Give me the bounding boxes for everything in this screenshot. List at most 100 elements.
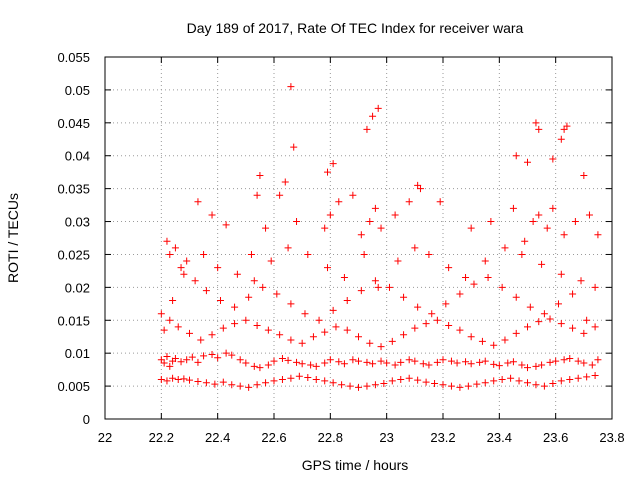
data-point xyxy=(293,358,301,366)
data-point xyxy=(439,381,447,389)
data-point xyxy=(321,328,329,336)
data-point xyxy=(253,322,261,330)
data-point xyxy=(284,356,292,364)
data-point xyxy=(360,250,368,258)
data-point xyxy=(287,83,295,91)
data-point xyxy=(160,359,168,367)
data-point xyxy=(180,270,188,278)
data-point xyxy=(425,361,433,369)
data-point xyxy=(369,360,377,368)
data-point xyxy=(594,231,602,239)
y-tick-label: 0.005 xyxy=(57,379,90,394)
data-point xyxy=(405,374,413,382)
data-point xyxy=(433,316,441,324)
data-point xyxy=(366,218,374,226)
data-point xyxy=(194,377,202,385)
data-point xyxy=(357,231,365,239)
data-point xyxy=(233,270,241,278)
data-point xyxy=(445,264,453,272)
data-point xyxy=(456,290,464,298)
data-point xyxy=(447,357,455,365)
data-point xyxy=(591,323,599,331)
data-point xyxy=(512,152,520,160)
data-point xyxy=(566,354,574,362)
data-point xyxy=(481,257,489,265)
data-point xyxy=(484,273,492,281)
data-point xyxy=(391,211,399,219)
data-point xyxy=(202,379,210,387)
data-point xyxy=(321,359,329,367)
data-point xyxy=(490,377,498,385)
data-point xyxy=(273,290,281,298)
data-point xyxy=(569,324,577,332)
y-tick-label: 0.045 xyxy=(57,116,90,131)
x-tick-label: 23.6 xyxy=(543,430,568,445)
data-point xyxy=(504,359,512,367)
data-point xyxy=(231,303,239,311)
data-point xyxy=(186,376,193,384)
data-point xyxy=(411,357,419,365)
data-point xyxy=(509,204,517,212)
data-point xyxy=(256,364,264,372)
data-point xyxy=(177,264,185,272)
data-point xyxy=(507,374,515,382)
data-point xyxy=(304,250,312,258)
data-point xyxy=(214,354,222,362)
x-tick-label: 22 xyxy=(98,430,112,445)
data-point xyxy=(580,359,588,367)
data-point xyxy=(535,211,543,219)
data-point xyxy=(371,204,379,212)
data-point xyxy=(462,358,470,366)
data-point xyxy=(447,382,455,390)
data-point xyxy=(549,204,557,212)
data-point xyxy=(577,277,585,285)
data-point xyxy=(478,337,486,345)
data-point xyxy=(219,324,227,332)
data-point xyxy=(236,356,244,364)
data-point xyxy=(512,293,520,301)
data-point xyxy=(166,316,174,324)
data-point xyxy=(183,257,191,265)
data-point xyxy=(253,191,261,199)
data-point xyxy=(309,333,317,341)
chart-title: Day 189 of 2017, Rate Of TEC Index for r… xyxy=(187,20,524,36)
data-point xyxy=(557,377,565,385)
data-point xyxy=(535,125,543,133)
data-point xyxy=(324,168,332,176)
data-point xyxy=(521,237,529,245)
data-point xyxy=(557,135,565,143)
data-point xyxy=(405,356,413,364)
data-point xyxy=(242,359,250,367)
data-point xyxy=(456,326,464,334)
y-tick-label: 0.05 xyxy=(65,83,90,98)
data-point xyxy=(456,383,464,391)
data-point xyxy=(290,143,298,151)
x-tick-label: 22.6 xyxy=(261,430,286,445)
data-point xyxy=(346,382,354,390)
data-point xyxy=(349,191,357,199)
x-tick-label: 22.4 xyxy=(205,430,230,445)
data-point xyxy=(186,329,193,337)
data-point xyxy=(169,297,177,305)
data-point xyxy=(560,231,568,239)
data-point xyxy=(197,336,205,344)
data-point xyxy=(560,356,568,364)
data-point xyxy=(329,306,337,314)
data-point xyxy=(312,376,320,384)
data-point xyxy=(566,376,574,384)
data-point xyxy=(304,374,312,382)
data-point xyxy=(366,339,374,347)
data-point xyxy=(335,198,343,206)
data-point xyxy=(591,372,599,380)
data-point xyxy=(400,293,408,301)
data-point xyxy=(171,244,179,252)
data-point xyxy=(278,376,286,384)
data-point xyxy=(169,374,177,382)
data-point xyxy=(580,171,588,179)
data-point xyxy=(208,211,216,219)
data-point xyxy=(524,379,531,387)
y-axis-label: ROTI / TECUs xyxy=(5,193,21,283)
data-point xyxy=(231,320,239,328)
data-point xyxy=(546,358,554,366)
